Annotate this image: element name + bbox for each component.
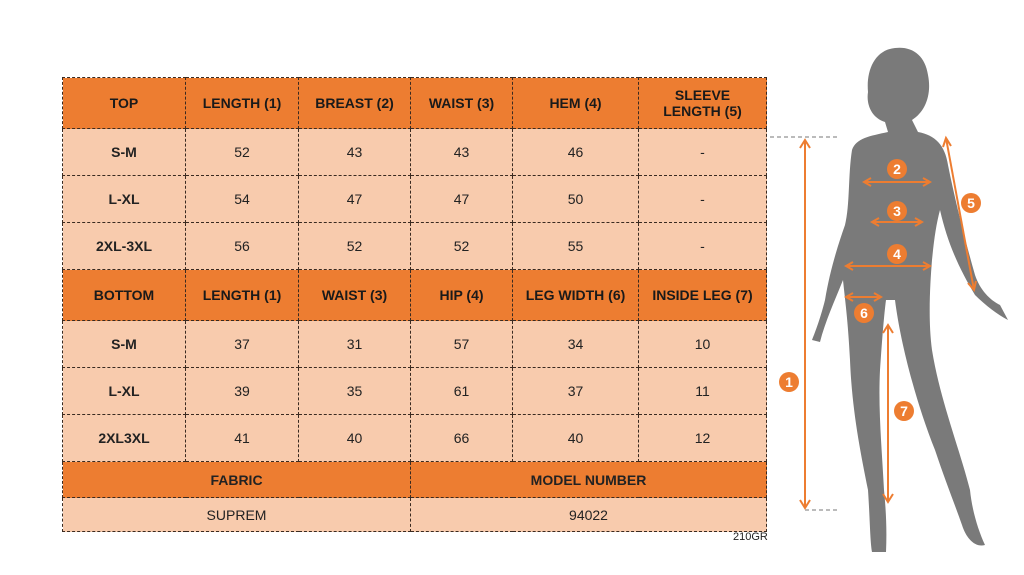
value-cell: 54 (185, 175, 299, 223)
header-cell: HIP (4) (410, 269, 513, 321)
value-cell: 40 (298, 414, 411, 462)
model-number-value: 94022 (410, 497, 767, 532)
header-cell: TOP (62, 77, 186, 129)
value-cell: 56 (185, 222, 299, 270)
marker-number: 4 (893, 246, 901, 262)
marker-number: 5 (967, 195, 975, 211)
product-code: 210GR (733, 531, 768, 543)
value-cell: 52 (185, 128, 299, 176)
value-cell: 11 (638, 367, 767, 415)
value-cell: 52 (410, 222, 513, 270)
fabric-label: FABRIC (62, 461, 411, 498)
value-cell: - (638, 222, 767, 270)
bottom-header-row: BOTTOM LENGTH (1) WAIST (3) HIP (4) LEG … (62, 269, 767, 321)
measurement-markers: 1 2 3 4 5 6 7 (779, 159, 981, 421)
value-cell: 43 (298, 128, 411, 176)
marker-circle (779, 372, 799, 392)
size-cell: 2XL-3XL (62, 222, 186, 270)
value-cell: 47 (298, 175, 411, 223)
size-cell: L-XL (62, 175, 186, 223)
woman-silhouette (812, 47, 1008, 553)
table-row: 2XL3XL 41 40 66 40 12 (62, 414, 767, 462)
value-cell: 57 (410, 320, 513, 368)
value-cell: 12 (638, 414, 767, 462)
marker-number: 1 (785, 374, 793, 390)
header-cell: WAIST (3) (410, 77, 513, 129)
header-cell: HEM (4) (512, 77, 639, 129)
marker-circle (894, 401, 914, 421)
header-cell: INSIDE LEG (7) (638, 269, 767, 321)
header-cell: WAIST (3) (298, 269, 411, 321)
header-cell: SLEEVE LENGTH (5) (638, 77, 767, 129)
size-cell: S-M (62, 128, 186, 176)
footer-header-row: FABRIC MODEL NUMBER (62, 461, 767, 498)
footer-value-row: SUPREM 94022 (62, 497, 767, 532)
value-cell: 10 (638, 320, 767, 368)
value-cell: 55 (512, 222, 639, 270)
value-cell: 37 (185, 320, 299, 368)
value-cell: 43 (410, 128, 513, 176)
marker-number: 6 (860, 305, 868, 321)
measurement-lines (770, 135, 977, 511)
value-cell: 66 (410, 414, 513, 462)
value-cell: 37 (512, 367, 639, 415)
table-row: S-M 37 31 57 34 10 (62, 320, 767, 368)
marker-number: 3 (893, 203, 901, 219)
model-number-label: MODEL NUMBER (410, 461, 767, 498)
marker-number: 2 (893, 161, 901, 177)
table-row: S-M 52 43 43 46- (62, 128, 767, 176)
marker-circle (854, 303, 874, 323)
value-cell: 50 (512, 175, 639, 223)
value-cell: 40 (512, 414, 639, 462)
value-cell: 34 (512, 320, 639, 368)
size-chart-table: TOP LENGTH (1) BREAST (2) WAIST (3) HEM … (62, 77, 767, 532)
value-cell: 41 (185, 414, 299, 462)
value-cell: 35 (298, 367, 411, 415)
header-cell: LENGTH (1) (185, 269, 299, 321)
value-cell: - (638, 175, 767, 223)
value-cell: 39 (185, 367, 299, 415)
value-cell: 31 (298, 320, 411, 368)
marker-circle (887, 159, 907, 179)
table-row: 2XL-3XL 56 52 52 55- (62, 222, 767, 270)
header-cell: BOTTOM (62, 269, 186, 321)
value-cell: 52 (298, 222, 411, 270)
value-cell: 46 (512, 128, 639, 176)
size-cell: S-M (62, 320, 186, 368)
value-cell: 47 (410, 175, 513, 223)
marker-circle (887, 201, 907, 221)
size-cell: 2XL3XL (62, 414, 186, 462)
marker-circle (961, 193, 981, 213)
marker-number: 7 (900, 403, 908, 419)
table-row: L-XL 54 47 47 50- (62, 175, 767, 223)
top-header-row: TOP LENGTH (1) BREAST (2) WAIST (3) HEM … (62, 77, 767, 129)
fabric-value: SUPREM (62, 497, 411, 532)
marker-circle (887, 244, 907, 264)
